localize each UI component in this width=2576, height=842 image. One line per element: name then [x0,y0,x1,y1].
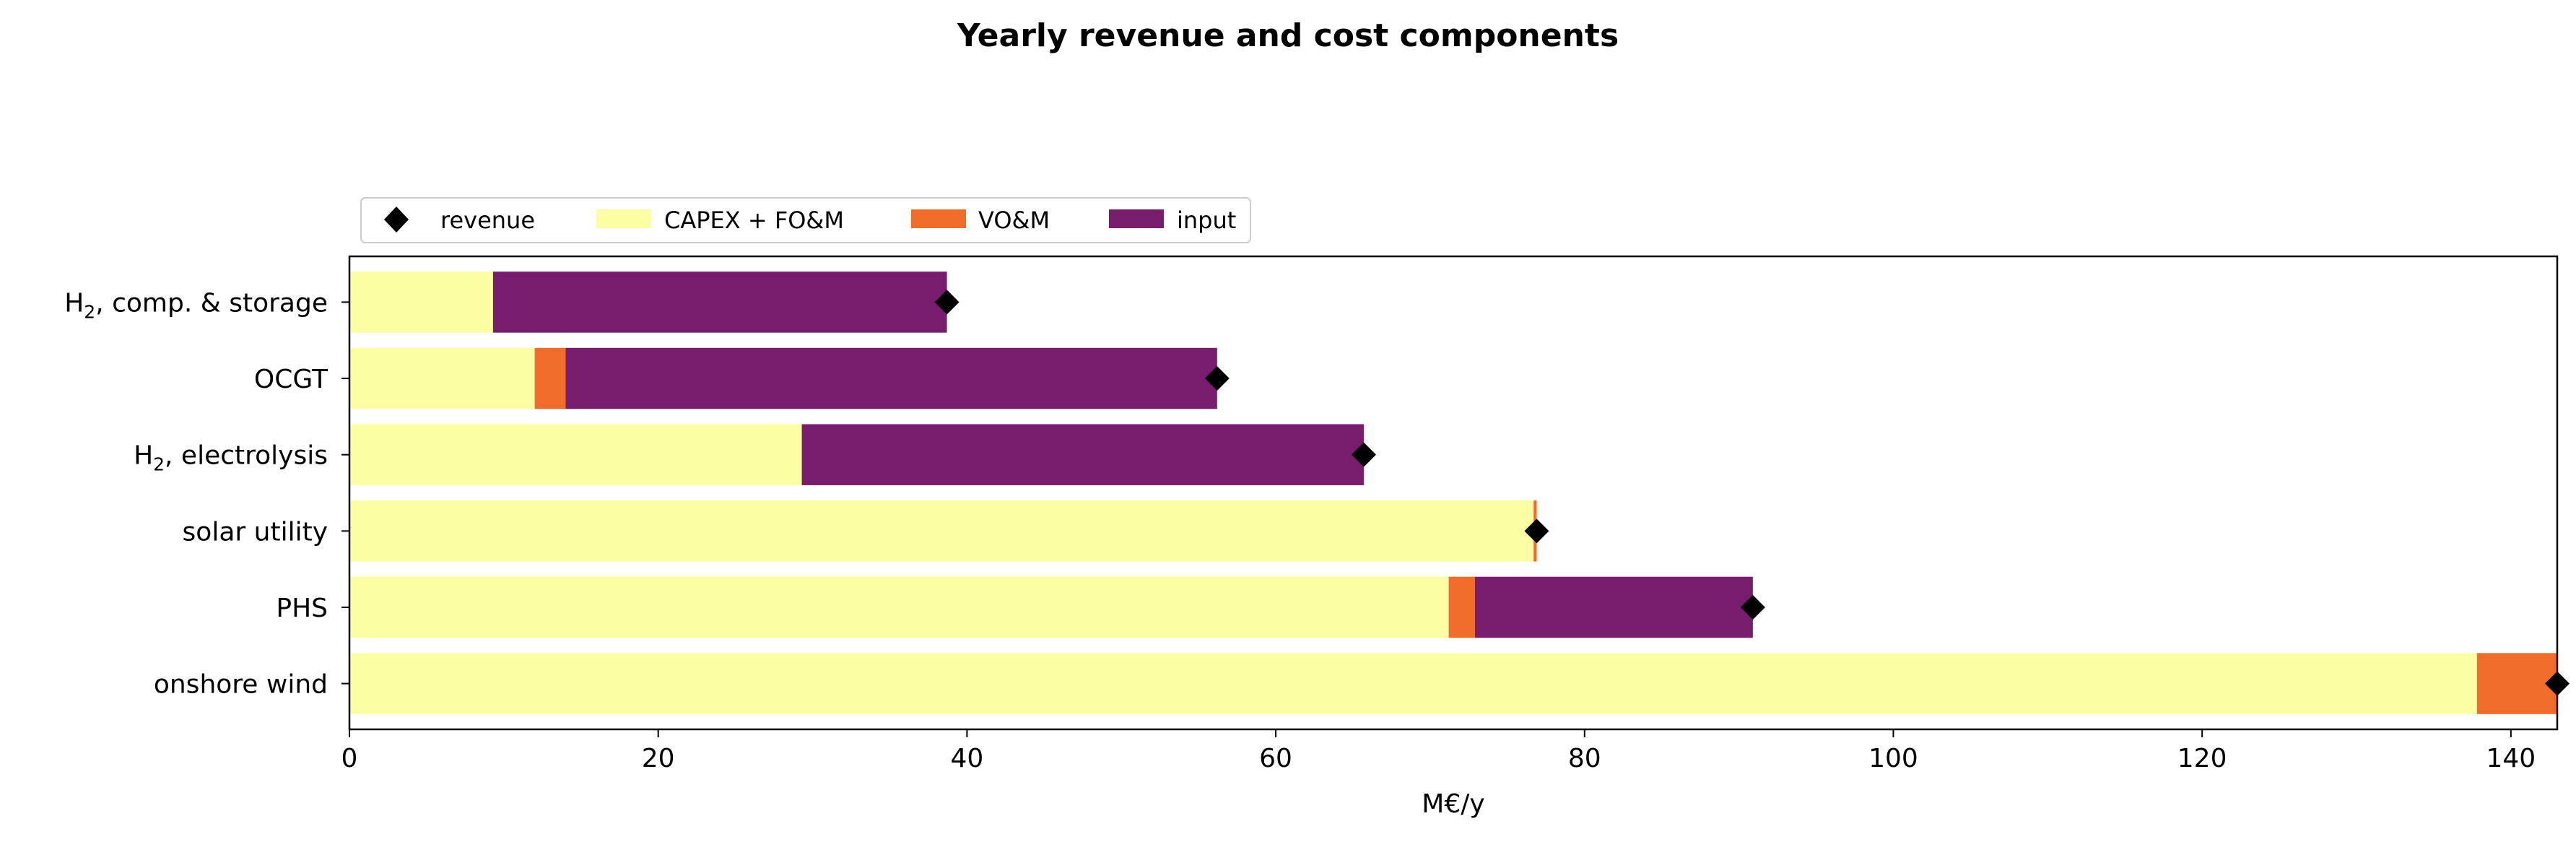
bar-2-5 [492,272,947,333]
bar-1-0 [2476,653,2557,714]
bar-0-3 [349,424,802,485]
legend-revenue-marker [384,207,409,233]
legend-input-swatch [1109,209,1164,228]
y-tick-label-2: solar utility [183,517,328,547]
bar-0-2 [349,500,1534,562]
x-tick-label-5: 100 [1868,744,1918,773]
revenue-point-1 [1740,594,1765,620]
bar-2-1 [1474,576,1753,638]
x-axis-label: M€/y [1422,789,1484,819]
chart-title: Yearly revenue and cost components [957,17,1619,54]
x-tick-label-2: 40 [950,744,983,773]
x-tick-label-3: 60 [1259,744,1292,773]
bar-2-3 [801,424,1364,485]
bar-1-1 [1448,576,1475,638]
y-tick-label-4: OCGT [254,365,328,394]
legend-vom-swatch [911,209,966,228]
legend-capex-swatch [596,209,651,228]
revenue-markers-layer [934,290,2570,696]
y-tick-label-3: H2, electrolysis [134,441,328,475]
x-tick-label-4: 80 [1568,744,1601,773]
x-tick-label-1: 20 [642,744,675,773]
revenue-point-5 [934,290,960,315]
y-tick-label-1: PHS [276,594,328,623]
revenue-point-3 [1351,442,1376,467]
revenue-point-2 [1524,518,1549,544]
bar-1-4 [534,347,566,409]
bar-0-5 [349,272,493,333]
bar-0-1 [349,576,1449,638]
legend-frame [360,197,1251,243]
bars-layer [349,272,2557,714]
revenue-point-4 [1204,366,1230,391]
legend-vom-label: VO&M [978,207,1050,234]
x-tick-label-6: 120 [2177,744,2227,773]
x-tick-label-0: 0 [341,744,358,773]
y-tick-label-5: H2, comp. & storage [64,288,328,322]
legend: revenue CAPEX + FO&M VO&M input [360,197,1251,243]
y-axis: onshore wind PHS solar utility H2, electrol… [64,288,349,700]
legend-capex-label: CAPEX + FO&M [664,207,844,234]
legend-revenue-label: revenue [440,207,535,234]
x-axis: 0 20 40 60 80 100 120 140 [341,729,2536,773]
x-tick-label-7: 140 [2486,744,2536,773]
bar-2-4 [565,347,1217,409]
plot-frame [348,255,2559,731]
legend-input-label: input [1177,207,1236,234]
bar-0-4 [349,347,535,409]
y-tick-label-0: onshore wind [154,670,328,700]
bar-0-0 [349,653,2477,714]
